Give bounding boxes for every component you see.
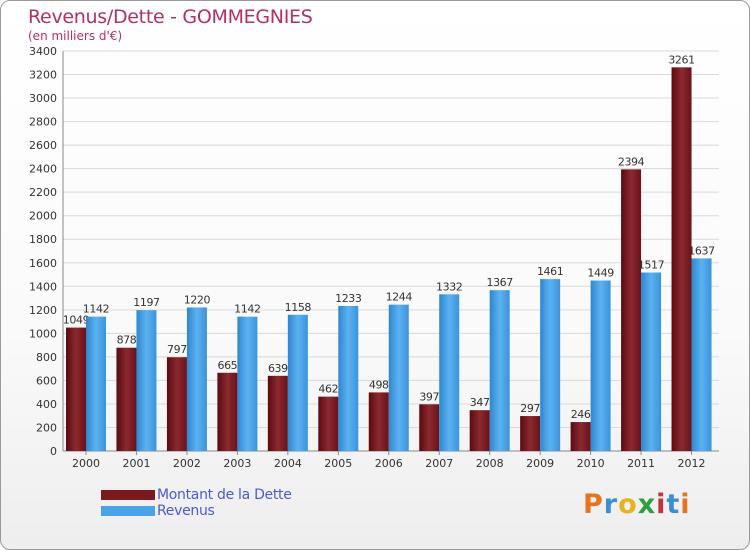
logo-letter: x bbox=[637, 489, 657, 520]
bar-revenue bbox=[590, 280, 611, 451]
y-tick-label: 3000 bbox=[29, 92, 57, 105]
bar-revenue bbox=[186, 307, 207, 451]
data-label-debt: 1049 bbox=[63, 314, 90, 327]
y-tick-label: 0 bbox=[50, 445, 57, 458]
y-tick-label: 2800 bbox=[29, 116, 57, 129]
bar-revenue bbox=[691, 258, 712, 451]
bar-debt bbox=[267, 375, 288, 451]
x-tick-label: 2005 bbox=[324, 457, 352, 470]
data-label-revenue: 1637 bbox=[688, 244, 715, 257]
data-label-revenue: 1142 bbox=[83, 303, 109, 316]
x-tick-label: 2010 bbox=[577, 457, 605, 470]
bar-revenue bbox=[439, 294, 460, 451]
bar-debt bbox=[368, 392, 389, 451]
data-label-revenue: 1461 bbox=[537, 265, 563, 278]
y-tick-label: 3400 bbox=[29, 45, 57, 58]
x-tick-label: 2000 bbox=[72, 457, 100, 470]
logo-letter: o bbox=[618, 489, 638, 520]
logo-letter: i bbox=[656, 489, 667, 520]
y-tick-label: 2400 bbox=[29, 163, 57, 176]
y-tick-label: 2200 bbox=[29, 186, 57, 199]
legend-label-revenue: Revenus bbox=[157, 503, 215, 519]
data-label-debt: 878 bbox=[117, 334, 137, 347]
logo-letter: P bbox=[583, 489, 604, 520]
data-label-revenue: 1158 bbox=[285, 301, 312, 314]
bar-revenue bbox=[641, 272, 662, 451]
data-label-debt: 498 bbox=[369, 378, 389, 391]
x-tick-label: 2002 bbox=[173, 457, 201, 470]
chart-unit-label: (en milliers d'€) bbox=[28, 29, 123, 43]
data-label-revenue: 1517 bbox=[638, 259, 665, 272]
y-tick-label: 200 bbox=[36, 421, 57, 434]
bar-debt bbox=[66, 327, 86, 451]
data-label-revenue: 1233 bbox=[335, 292, 362, 305]
chart-title: Revenus/Dette - GOMMEGNIES bbox=[28, 6, 313, 28]
y-tick-label: 2600 bbox=[29, 139, 57, 152]
data-label-revenue: 1244 bbox=[386, 291, 413, 304]
data-label-revenue: 1332 bbox=[436, 280, 462, 293]
bar-debt bbox=[217, 372, 238, 451]
data-label-debt: 297 bbox=[520, 402, 540, 415]
x-tick-label: 2004 bbox=[274, 457, 302, 470]
bar-debt bbox=[621, 169, 642, 451]
bar-debt bbox=[166, 357, 187, 451]
bar-debt bbox=[318, 396, 339, 451]
data-label-debt: 3261 bbox=[668, 53, 694, 66]
logo-letter: i bbox=[680, 489, 691, 520]
y-tick-label: 1200 bbox=[29, 304, 57, 317]
data-label-debt: 797 bbox=[167, 343, 187, 356]
x-tick-label: 2012 bbox=[678, 457, 706, 470]
y-tick-label: 1800 bbox=[29, 233, 57, 246]
y-tick-label: 600 bbox=[36, 374, 57, 387]
x-tick-label: 2007 bbox=[425, 457, 453, 470]
bar-revenue bbox=[489, 290, 510, 451]
legend-label-debt: Montant de la Dette bbox=[157, 487, 292, 503]
bar-revenue bbox=[287, 314, 308, 451]
x-tick-label: 2003 bbox=[223, 457, 251, 470]
bar-debt bbox=[570, 422, 591, 451]
data-label-revenue: 1367 bbox=[486, 276, 513, 289]
bar-debt bbox=[671, 67, 692, 452]
data-label-debt: 246 bbox=[571, 408, 591, 421]
bar-debt bbox=[419, 404, 440, 451]
bar-revenue bbox=[86, 316, 106, 451]
y-tick-label: 2000 bbox=[29, 210, 57, 223]
data-label-debt: 2394 bbox=[618, 155, 645, 168]
x-tick-label: 2011 bbox=[627, 457, 655, 470]
data-label-debt: 347 bbox=[470, 396, 490, 409]
data-label-revenue: 1197 bbox=[133, 296, 160, 309]
proxiti-logo: Proxiti bbox=[583, 489, 691, 520]
legend-swatch-debt bbox=[101, 490, 155, 500]
x-tick-label: 2001 bbox=[122, 457, 150, 470]
y-tick-label: 1000 bbox=[29, 327, 57, 340]
data-label-revenue: 1220 bbox=[184, 293, 211, 306]
bar-debt bbox=[116, 347, 137, 451]
data-label-revenue: 1449 bbox=[587, 267, 614, 280]
bar-revenue bbox=[388, 304, 409, 451]
data-label-debt: 397 bbox=[419, 390, 439, 403]
logo-letter: r bbox=[603, 489, 619, 520]
bar-revenue bbox=[237, 316, 258, 451]
bar-debt bbox=[469, 410, 490, 451]
data-label-debt: 639 bbox=[268, 362, 288, 375]
y-tick-label: 1600 bbox=[29, 257, 57, 270]
y-tick-label: 1400 bbox=[29, 280, 57, 293]
y-tick-label: 800 bbox=[36, 351, 57, 364]
logo-letter: t bbox=[666, 489, 681, 520]
bar-revenue bbox=[338, 305, 359, 451]
x-tick-label: 2006 bbox=[375, 457, 403, 470]
data-label-debt: 665 bbox=[217, 359, 237, 372]
y-tick-label: 3200 bbox=[29, 69, 57, 82]
y-tick-label: 400 bbox=[36, 398, 57, 411]
x-tick-label: 2009 bbox=[526, 457, 554, 470]
bar-debt bbox=[520, 416, 541, 451]
legend-swatch-revenue bbox=[101, 506, 155, 516]
x-tick-label: 2008 bbox=[476, 457, 504, 470]
data-label-revenue: 1142 bbox=[234, 303, 260, 316]
bar-revenue bbox=[540, 279, 561, 451]
bar-revenue bbox=[136, 310, 157, 451]
data-label-debt: 462 bbox=[318, 383, 338, 396]
